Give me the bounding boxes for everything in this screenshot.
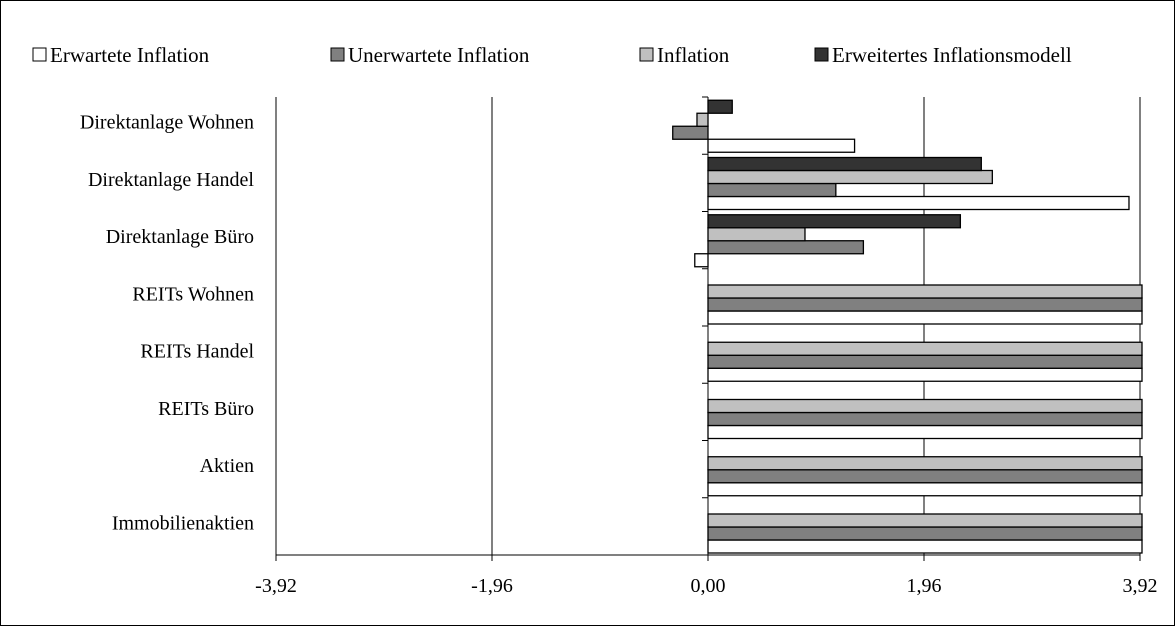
legend-swatch-inflation (639, 47, 654, 62)
legend-label-inflation: Inflation (657, 43, 730, 67)
category-label-3: REITs Wohnen (132, 283, 254, 305)
bar-unerwartete-inflation-3 (707, 297, 1143, 312)
category-label-1: Direktanlage Handel (88, 169, 254, 191)
bar-unerwartete-inflation-5 (707, 411, 1143, 427)
x-tick-label-1: -1,96 (471, 575, 513, 597)
legend-swatch-erweitertes-inflationsmodell (814, 47, 829, 62)
bar-erwartete-inflation-5 (707, 424, 1143, 440)
bars (672, 99, 1143, 554)
bar-inflation-5 (707, 398, 1143, 414)
bar-unerwartete-inflation-6 (707, 469, 1143, 484)
bar-erweitertes-inflationsmodell-0 (707, 99, 733, 114)
bar-unerwartete-inflation-1 (707, 182, 837, 198)
bar-inflation-2 (707, 227, 806, 242)
category-label-2: Direktanlage Büro (106, 226, 254, 248)
category-label-6: Aktien (200, 455, 254, 477)
bar-inflation-4 (707, 341, 1143, 356)
bar-erweitertes-inflationsmodell-2 (707, 214, 962, 229)
bar-inflation-1 (707, 169, 993, 185)
bar-erwartete-inflation-4 (707, 367, 1143, 382)
axes (275, 96, 1141, 561)
bar-erwartete-inflation-3 (707, 310, 1143, 325)
x-tick-label-0: -3,92 (255, 575, 297, 597)
legend-swatch-unerwartete-inflation (330, 47, 345, 62)
category-label-7: Immobilienaktien (112, 512, 254, 534)
bar-unerwartete-inflation-0 (672, 125, 709, 140)
bar-inflation-7 (707, 513, 1143, 528)
tick-labels: -3,92 -1,96 0,00 1,96 3,92 (255, 575, 1157, 597)
bar-unerwartete-inflation-2 (707, 240, 865, 255)
bar-erwartete-inflation-7 (707, 539, 1143, 554)
bar-erwartete-inflation-6 (707, 482, 1143, 497)
legend: Erwartete Inflation Unerwartete Inflation… (32, 43, 1072, 67)
bar-erwartete-inflation-1 (707, 195, 1130, 211)
category-label-0: Direktanlage Wohnen (80, 112, 254, 134)
x-tick-label-2: 0,00 (691, 575, 726, 597)
legend-swatch-erwartete-inflation (32, 47, 47, 62)
category-label-4: REITs Handel (140, 341, 254, 363)
bar-erweitertes-inflationsmodell-1 (707, 156, 982, 172)
bar-inflation-6 (707, 456, 1143, 471)
category-labels: Direktanlage Wohnen Direktanlage Handel Di… (80, 112, 255, 535)
bar-erwartete-inflation-2 (694, 253, 709, 268)
legend-label-erweitertes-inflationsmodell: Erweitertes Inflationsmodell (832, 43, 1072, 67)
category-label-5: REITs Büro (158, 398, 254, 420)
legend-label-erwartete-inflation: Erwartete Inflation (50, 43, 210, 67)
bar-unerwartete-inflation-4 (707, 354, 1143, 369)
bar-inflation-3 (707, 284, 1143, 299)
x-tick-label-3: 1,96 (907, 575, 942, 597)
legend-label-unerwartete-inflation: Unerwartete Inflation (348, 43, 530, 67)
bar-inflation-0 (696, 112, 709, 127)
bar-unerwartete-inflation-7 (707, 526, 1143, 541)
bar-erwartete-inflation-0 (707, 138, 856, 153)
x-tick-label-4: 3,92 (1123, 575, 1158, 597)
